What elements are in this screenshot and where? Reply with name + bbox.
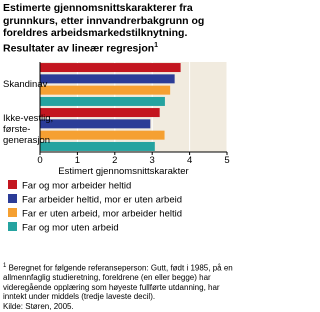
title-footnote-mark: 1 [154,41,159,49]
x-tick-label: 1 [75,155,80,166]
x-tick-label: 3 [150,155,155,166]
footnote: Beregnet for følgende referanseperson: G… [3,263,233,302]
legend-swatch [8,194,17,203]
legend-swatch [8,208,17,217]
bar [40,119,151,129]
legend-label: Far og mor arbeider heltid [22,181,131,192]
x-tick-label: 0 [37,155,42,166]
bar [40,74,175,84]
legend-label: Far og mor uten arbeid [22,223,119,234]
x-tick-label: 2 [112,155,117,166]
legend-swatch [8,180,17,189]
bar [40,108,160,118]
bar [40,63,181,73]
x-tick-label: 5 [224,155,229,166]
bar [40,141,155,151]
legend-swatch [8,222,17,231]
chart-title-block: Estimerte gjennomsnittskarakterer fra gr… [3,2,237,55]
bar [40,85,171,95]
page: Estimerte gjennomsnittskarakterer fra gr… [3,2,237,312]
bar [40,130,165,140]
bar [40,96,165,106]
source: Kilde: Støren, 2005. [3,302,74,312]
y-tick-label: Ikke-vestlig, første- generasjon [3,113,54,146]
chart: 0 1 2 3 4 5 Estimert gjennomsnittskarakter Far … [8,62,230,234]
legend-label: Far er uten arbeid, mor arbeider heltid [22,209,182,220]
y-tick-label: Skandinav [3,79,48,90]
chart-title: Estimerte gjennomsnittskarakterer fra gr… [3,2,205,54]
x-axis-title: Estimert gjennomsnittskarakter [58,166,188,177]
x-tick-label: 4 [187,155,192,166]
footnote-mark: 1 [3,263,7,269]
legend-label: Far arbeider heltid, mor er uten arbeid [22,195,182,206]
footnote-block: 1 Beregnet for følgende referanseperson:… [3,262,237,312]
